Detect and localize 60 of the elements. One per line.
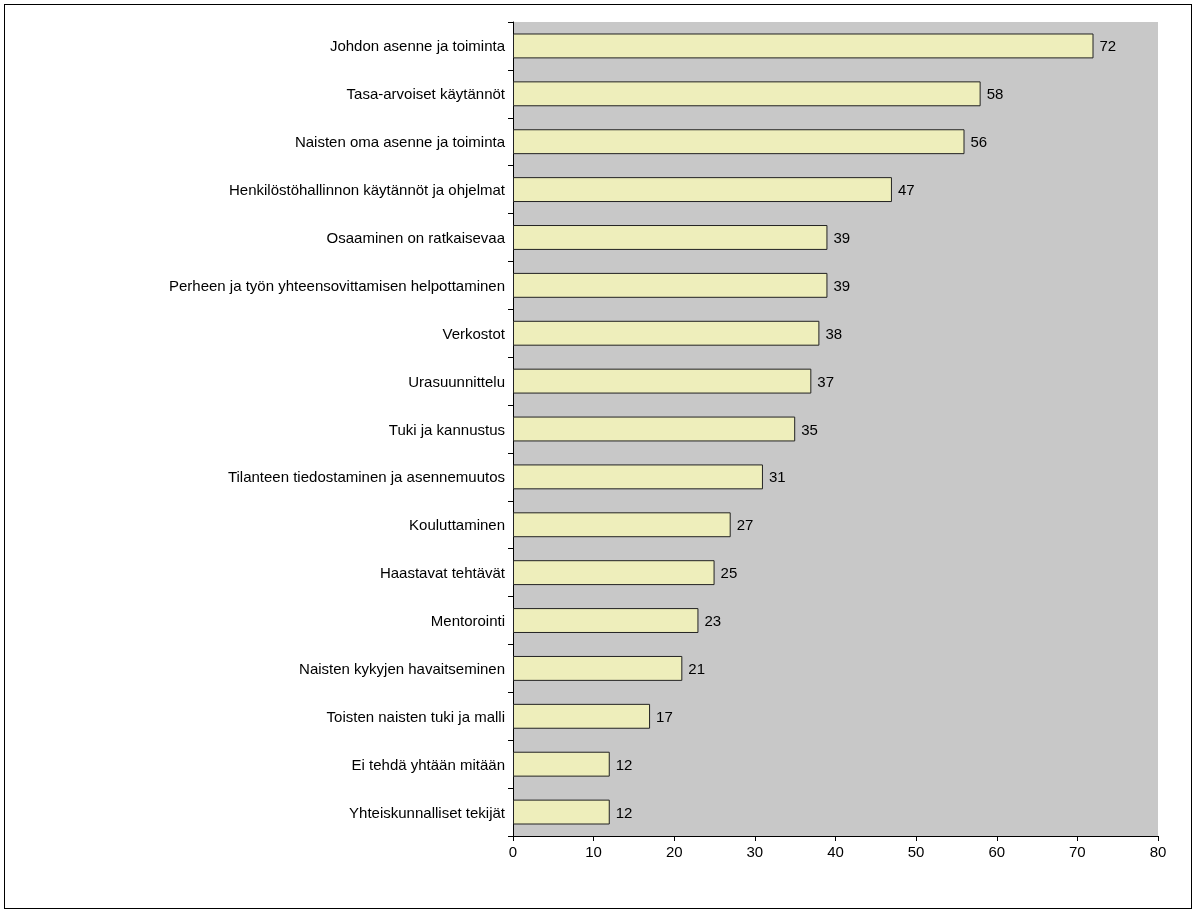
- data-label: 38: [825, 324, 843, 342]
- data-label: 12: [615, 803, 633, 821]
- bar: [513, 129, 965, 155]
- bar: [513, 81, 981, 107]
- y-tick-label: Tasa-arvoiset käytännöt: [346, 85, 506, 103]
- data-label: 21: [688, 659, 705, 677]
- y-tick-label: Kouluttaminen: [409, 516, 505, 534]
- data-label: 27: [736, 516, 754, 534]
- bar: [513, 751, 610, 777]
- y-tick-label: Naisten oma asenne ja toiminta: [294, 133, 506, 151]
- y-tick-label: Tuki ja kannustus: [388, 420, 505, 438]
- bar: [513, 320, 820, 346]
- y-tick-label: Naisten kykyjen havaitseminen: [299, 659, 505, 677]
- data-label: 39: [833, 276, 851, 294]
- bar: [513, 512, 731, 538]
- y-tick-label: Perheen ja työn yhteensovittamisen helpottaminen: [168, 276, 505, 294]
- data-label: 35: [801, 420, 818, 438]
- bar: [513, 560, 715, 586]
- y-tick-label: Verkostot: [442, 324, 506, 342]
- x-tick-label: 10: [585, 843, 602, 860]
- bar: [513, 33, 1094, 59]
- data-label: 23: [704, 612, 722, 630]
- data-label: 25: [720, 564, 738, 582]
- data-label: 39: [833, 228, 851, 246]
- data-label: 58: [986, 85, 1004, 103]
- y-tick-label: Haastavat tehtävät: [379, 564, 506, 582]
- bar: [513, 703, 651, 729]
- y-tick-label: Yhteiskunnalliset tekijät: [349, 803, 506, 821]
- bar: [513, 272, 828, 298]
- x-tick-label: 20: [665, 843, 683, 860]
- y-tick-label: Tilanteen tiedostaminen ja asennemuutos: [227, 468, 505, 486]
- bar: [513, 225, 828, 250]
- data-label: 17: [656, 707, 673, 725]
- y-tick-label: Urasuunnittelu: [408, 372, 505, 390]
- x-tick-label: 30: [746, 843, 764, 860]
- data-label: 56: [970, 133, 988, 151]
- data-label: 72: [1099, 37, 1117, 55]
- bar: [513, 416, 796, 442]
- y-tick-label: Henkilöstöhallinnon käytännöt ja ohjelmat: [228, 181, 506, 199]
- data-label: 37: [817, 372, 834, 390]
- y-tick-label: Toisten naisten tuki ja malli: [326, 707, 505, 725]
- bar: [513, 177, 892, 203]
- bar: [513, 368, 812, 394]
- bar: [513, 655, 683, 681]
- x-tick-label: 0: [508, 843, 518, 860]
- y-tick-label: Mentorointi: [430, 612, 505, 630]
- bar: [513, 608, 699, 633]
- x-tick-label: 80: [1149, 843, 1167, 860]
- x-tick-label: 50: [907, 843, 925, 860]
- y-tick-label: Osaaminen on ratkaisevaa: [326, 228, 506, 246]
- data-label: 47: [897, 181, 915, 199]
- x-tick-label: 60: [988, 843, 1006, 860]
- bar: [513, 464, 763, 490]
- y-tick-label: Ei tehdä yhtään mitään: [351, 755, 505, 773]
- bar: [513, 799, 610, 825]
- data-label: 12: [615, 755, 633, 773]
- y-tick-label: Johdon asenne ja toiminta: [329, 37, 506, 55]
- x-tick-label: 40: [827, 843, 844, 860]
- data-label: 31: [768, 468, 786, 486]
- x-tick-label: 70: [1069, 843, 1086, 860]
